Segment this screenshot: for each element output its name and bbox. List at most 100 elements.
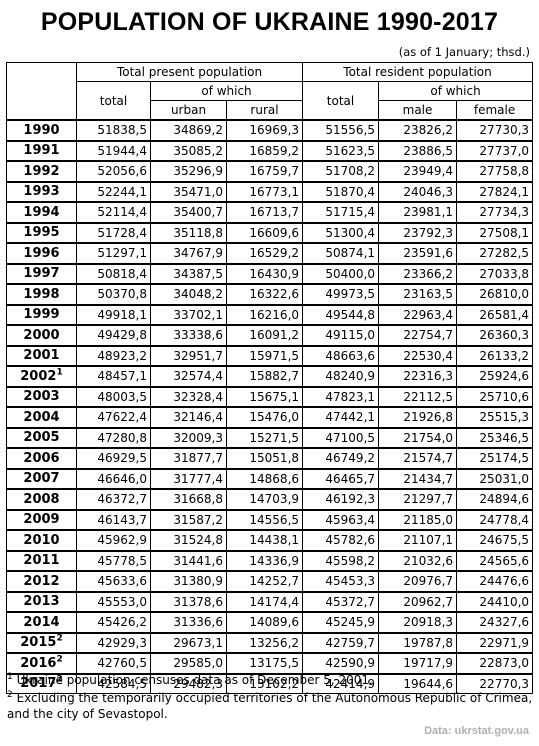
male-cell: 20976,7 <box>378 570 458 592</box>
rural-cell: 16859,2 <box>225 140 304 162</box>
female-cell: 27758,8 <box>456 160 534 182</box>
male-cell: 22112,5 <box>378 386 458 408</box>
total-cell: 48923,2 <box>76 345 151 367</box>
res-total-cell: 42590,9 <box>302 652 380 674</box>
table-row: 2000 49429,8 33338,6 16091,2 49115,0 22754,7 2… <box>6 324 534 346</box>
year-cell: 2012 <box>6 570 77 592</box>
female-cell: 22770,3 <box>456 673 534 694</box>
rural-cell: 14556,5 <box>225 509 304 531</box>
urban-cell: 29673,1 <box>150 632 227 654</box>
resident-of-which-header: of which <box>378 81 534 101</box>
male-cell: 23886,5 <box>378 140 458 162</box>
total-cell: 42760,5 <box>76 652 151 674</box>
total-cell: 49918,1 <box>76 304 151 326</box>
page-title: POPULATION OF UKRAINE 1990-2017 <box>40 8 499 36</box>
male-cell: 19717,9 <box>378 652 458 674</box>
header-row-1: Total present population Total resident … <box>6 62 534 121</box>
urban-cell: 34048,2 <box>150 283 227 305</box>
female-cell: 24327,6 <box>456 611 534 633</box>
year-cell: 1993 <box>6 181 77 203</box>
female-cell: 24778,4 <box>456 509 534 531</box>
year-cell: 1999 <box>6 304 77 326</box>
footnote-marker: 2 <box>56 654 63 665</box>
footnote-1-marker: 1 <box>7 672 13 682</box>
res-total-cell: 47823,1 <box>302 386 380 408</box>
female-cell: 27737,0 <box>456 140 534 162</box>
female-cell: 24565,6 <box>456 550 534 572</box>
table-row: 1993 52244,1 35471,0 16773,1 51870,4 24046,3 2… <box>6 181 534 203</box>
year-cell: 2014 <box>6 611 77 633</box>
table-row: 2001 48923,2 32951,7 15971,5 48663,6 22530,4 2… <box>6 345 534 367</box>
total-cell: 51728,4 <box>76 222 151 244</box>
year-label: 2004 <box>23 409 60 425</box>
res-total-cell: 46749,2 <box>302 447 380 469</box>
year-label: 2015 <box>20 635 57 651</box>
urban-cell: 31524,8 <box>150 529 227 551</box>
res-total-cell: 45598,2 <box>302 550 380 572</box>
year-label: 1999 <box>23 307 60 323</box>
table-row: 2013 45553,0 31378,6 14174,4 45372,7 20962,7 2… <box>6 591 534 613</box>
male-cell: 20962,7 <box>378 591 458 613</box>
rural-cell: 15882,7 <box>225 365 304 387</box>
res-total-cell: 51870,4 <box>302 181 380 203</box>
urban-cell: 29585,0 <box>150 652 227 674</box>
footnote-marker: 1 <box>56 367 63 378</box>
total-cell: 51297,1 <box>76 242 151 264</box>
year-label: 2010 <box>23 532 60 548</box>
female-cell: 25174,5 <box>456 447 534 469</box>
year-cell: 2013 <box>6 591 77 613</box>
rural-cell: 13256,2 <box>225 632 304 654</box>
urban-cell: 29482,3 <box>150 673 227 694</box>
rural-cell: 15051,8 <box>225 447 304 469</box>
table-row: 1999 49918,1 33702,1 16216,0 49544,8 22963,4 2… <box>6 304 534 326</box>
urban-cell: 34767,9 <box>150 242 227 264</box>
urban-cell: 31336,6 <box>150 611 227 633</box>
urban-cell: 31380,9 <box>150 570 227 592</box>
year-cell: 20162 <box>6 652 77 674</box>
year-label: 2000 <box>23 327 60 343</box>
res-total-cell: 51300,4 <box>302 222 380 244</box>
table-row: 1992 52056,6 35296,9 16759,7 51708,2 23949,4 2… <box>6 160 534 182</box>
female-cell: 27033,8 <box>456 263 534 285</box>
year-cell: 1994 <box>6 201 77 223</box>
res-total-cell: 47442,1 <box>302 406 380 428</box>
table-row: 2008 46372,7 31668,8 14703,9 46192,3 21297,7 2… <box>6 488 534 510</box>
rural-cell: 13102,2 <box>225 673 304 694</box>
male-cell: 21297,7 <box>378 488 458 510</box>
female-cell: 25031,0 <box>456 468 534 490</box>
present-total-header: total <box>76 81 151 121</box>
year-label: 2002 <box>20 368 57 384</box>
table-row: 1990 51838,5 34869,2 16969,3 51556,5 23826,2 2… <box>6 119 534 141</box>
female-cell: 27734,3 <box>456 201 534 223</box>
footnote-marker: 2 <box>56 674 63 685</box>
total-cell: 45633,6 <box>76 570 151 592</box>
urban-header: urban <box>150 100 227 121</box>
rural-cell: 14868,6 <box>225 468 304 490</box>
res-total-cell: 45963,4 <box>302 509 380 531</box>
urban-cell: 35118,8 <box>150 222 227 244</box>
year-label: 2005 <box>23 430 60 446</box>
rural-cell: 15476,0 <box>225 406 304 428</box>
year-header <box>6 62 77 121</box>
footnote-1-text: Ukraine population censuses data as of D… <box>16 673 373 687</box>
total-cell: 46372,7 <box>76 488 151 510</box>
table-row: 2004 47622,4 32146,4 15476,0 47442,1 21926,8 2… <box>6 406 534 428</box>
male-cell: 24046,3 <box>378 181 458 203</box>
urban-cell: 35471,0 <box>150 181 227 203</box>
total-cell: 50818,4 <box>76 263 151 285</box>
male-cell: 22963,4 <box>378 304 458 326</box>
year-cell: 20172 <box>6 673 77 694</box>
total-cell: 45553,0 <box>76 591 151 613</box>
res-total-cell: 50400,0 <box>302 263 380 285</box>
year-label: 1991 <box>23 143 60 159</box>
total-cell: 52114,4 <box>76 201 151 223</box>
urban-cell: 31378,6 <box>150 591 227 613</box>
year-label: 2001 <box>23 348 60 364</box>
male-cell: 23949,4 <box>378 160 458 182</box>
year-label: 2007 <box>23 471 60 487</box>
footnote-1: 1 Ukraine population censuses data as of… <box>7 672 373 688</box>
res-total-cell: 51623,5 <box>302 140 380 162</box>
year-cell: 2004 <box>6 406 77 428</box>
female-header: female <box>456 100 534 121</box>
rural-cell: 16759,7 <box>225 160 304 182</box>
